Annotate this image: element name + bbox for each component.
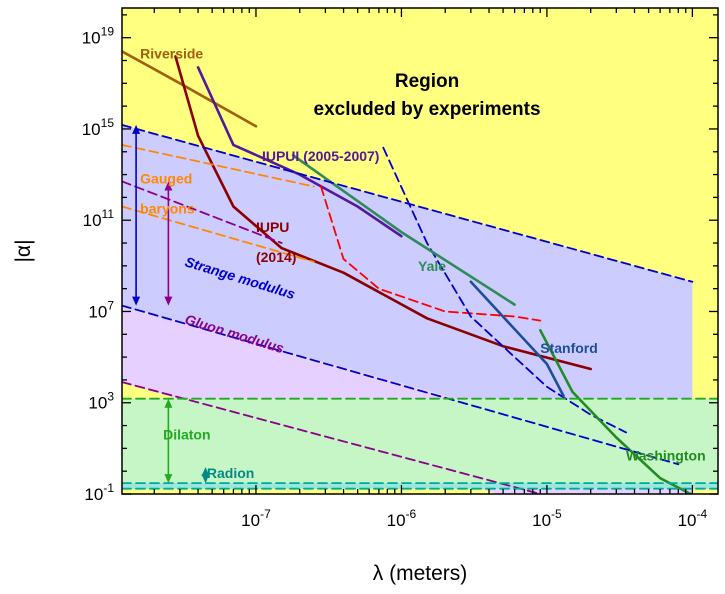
- y-tick-label: 1019: [82, 25, 115, 48]
- y-axis-title: |α|: [12, 239, 35, 262]
- annotation-2014: (2014): [256, 249, 296, 265]
- annotation-excluded-by-experiments: excluded by experiments: [314, 99, 541, 120]
- series-purple-dashed-upper: [122, 180, 283, 244]
- range-arrow-2: [164, 398, 173, 484]
- x-tick-label: 10-7: [241, 507, 271, 530]
- band-dilaton: [122, 398, 718, 484]
- x-tick-label: 10-6: [387, 507, 417, 530]
- series-purple-dashed-lower: [122, 381, 542, 494]
- x-tick-label: 10-4: [678, 507, 708, 530]
- annotation-washington: Washington: [626, 447, 706, 463]
- annotation-baryons: baryons: [140, 200, 195, 216]
- x-axis-title: λ (meters): [373, 562, 468, 585]
- series-washington: [538, 328, 694, 494]
- annotation-dilaton: Dilaton: [163, 426, 210, 442]
- band-radion: [122, 483, 718, 489]
- series-blue-dashed: [382, 146, 627, 434]
- y-tick-label: 10-1: [84, 481, 114, 504]
- range-arrow-1: [164, 181, 173, 306]
- y-tick-label: 1011: [83, 207, 115, 230]
- series-blue-dashed-band-upper: [122, 124, 694, 283]
- annotation-stanford: Stanford: [540, 340, 598, 356]
- series-orange-dashed-upper: [122, 143, 315, 188]
- y-tick-label: 1015: [82, 116, 115, 139]
- series-red-dashed: [320, 185, 542, 322]
- annotation-iupui-2005-2007: IUPUI (2005-2007): [262, 148, 380, 164]
- series-stanford: [469, 280, 565, 398]
- annotation-riverside: Riverside: [140, 46, 203, 62]
- x-tick-label: 10-5: [532, 507, 562, 530]
- plot-frame: [121, 7, 719, 495]
- annotation-region: Region: [395, 71, 459, 92]
- y-tick-label: 107: [88, 298, 114, 321]
- annotation-yale: Yale: [418, 258, 446, 274]
- annotation-gauged: Gauged: [140, 171, 192, 187]
- band-strange-modulus: [122, 124, 693, 465]
- series-riverside: [122, 50, 258, 128]
- y-tick-label: 103: [88, 390, 114, 413]
- range-arrow-3: [201, 467, 210, 484]
- annotation-radion: Radion: [207, 465, 254, 481]
- series-blue-dashed-band-lower: [122, 304, 680, 466]
- series-yale: [291, 154, 516, 306]
- range-arrow-0: [132, 124, 141, 306]
- series-orange-dashed-lower: [122, 205, 315, 263]
- annotation-iupu: IUPU: [256, 219, 289, 235]
